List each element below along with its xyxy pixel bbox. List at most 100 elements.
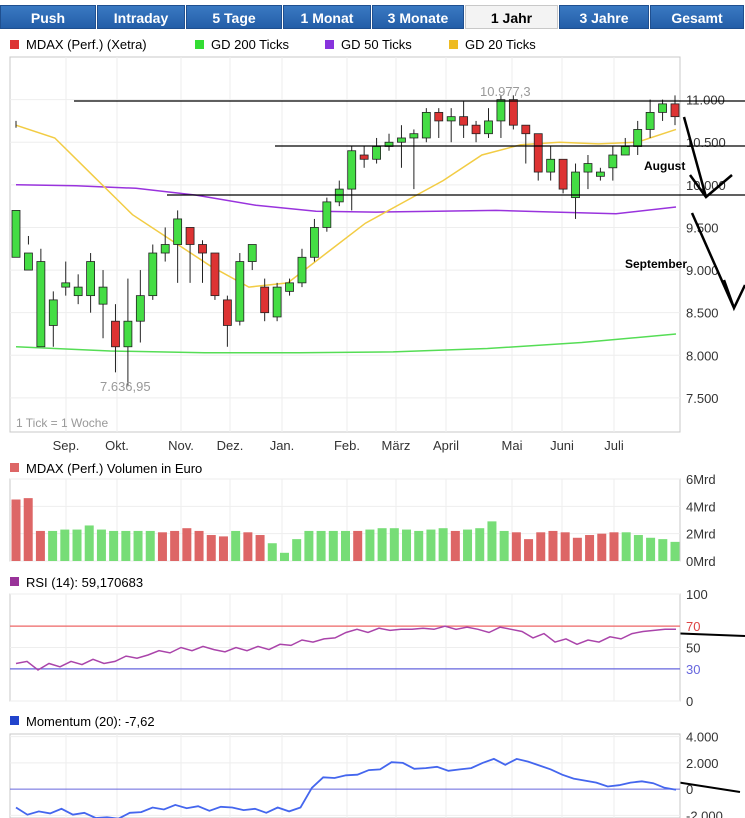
y-tick-label: 8.500 bbox=[686, 306, 719, 321]
volume-bar bbox=[133, 530, 143, 561]
candle-body bbox=[185, 227, 195, 245]
candle-body bbox=[222, 299, 232, 326]
volume-bar bbox=[316, 530, 326, 561]
candle-body bbox=[235, 261, 245, 322]
volume-bar bbox=[72, 529, 82, 561]
volume-bar bbox=[572, 537, 582, 561]
max-label: 10.977,3 bbox=[480, 84, 531, 99]
y-tick-label: 11.000 bbox=[686, 93, 725, 108]
volume-bar bbox=[463, 529, 473, 561]
volume-bar bbox=[670, 541, 680, 561]
volume-bar bbox=[304, 530, 314, 561]
volume-bar bbox=[170, 530, 180, 561]
rsi-title: RSI (14): 59,170683 bbox=[26, 575, 143, 590]
volume-bar bbox=[548, 530, 558, 561]
y-tick-label: 7.500 bbox=[686, 391, 719, 406]
volume-y-ticks: 6Mrd 4Mrd 2Mrd 0Mrd bbox=[686, 472, 716, 569]
candle-body bbox=[397, 137, 406, 143]
volume-bar bbox=[121, 530, 131, 561]
x-tick-label: Feb. bbox=[334, 438, 360, 453]
volume-bar bbox=[353, 530, 363, 561]
volume-bar bbox=[536, 532, 546, 561]
tab-3-monate[interactable]: 3 Monate bbox=[372, 5, 464, 29]
y-tick-label: 0 bbox=[686, 694, 693, 709]
volume-bar bbox=[524, 539, 534, 561]
volume-bar bbox=[218, 536, 228, 561]
x-tick-label: Jan. bbox=[270, 438, 295, 453]
tab-5-tage[interactable]: 5 Tage bbox=[186, 5, 282, 29]
tab-1-monat[interactable]: 1 Monat bbox=[283, 5, 371, 29]
candle-body bbox=[620, 146, 630, 156]
volume-bar bbox=[194, 530, 204, 561]
candle-body bbox=[247, 244, 257, 262]
momentum-line bbox=[15, 757, 677, 818]
volume-bar bbox=[609, 532, 619, 561]
y-tick-label: 4.000 bbox=[686, 730, 719, 745]
tab-push[interactable]: Push bbox=[0, 5, 96, 29]
volume-bar bbox=[487, 521, 497, 561]
candle-body bbox=[459, 116, 469, 126]
legend-swatch bbox=[325, 40, 334, 49]
volume-bar bbox=[658, 539, 668, 561]
candle-body bbox=[61, 282, 71, 288]
volume-bar bbox=[414, 530, 424, 561]
gd200-line bbox=[15, 333, 677, 354]
volume-bar bbox=[328, 530, 338, 561]
annotation-september: September bbox=[625, 257, 687, 271]
volume-bar bbox=[560, 532, 570, 561]
candle-body bbox=[11, 210, 21, 258]
candle-body bbox=[658, 103, 667, 113]
x-tick-label: Okt. bbox=[105, 438, 129, 453]
tab-3-jahre[interactable]: 3 Jahre bbox=[559, 5, 649, 29]
volume-bar bbox=[511, 532, 521, 561]
y-tick-label: 9.500 bbox=[686, 220, 719, 235]
candlesticks bbox=[11, 95, 680, 387]
volume-bar bbox=[279, 552, 289, 561]
candle-body bbox=[372, 146, 381, 160]
candle-body bbox=[409, 133, 419, 139]
candle-body bbox=[260, 286, 270, 314]
tab-1-jahr[interactable]: 1 Jahr bbox=[465, 5, 558, 29]
volume-bar bbox=[389, 528, 399, 561]
volume-bar bbox=[11, 499, 21, 561]
candle-body bbox=[421, 111, 431, 139]
price-y-ticks: 11.00010.50010.0009.5009.0008.5008.0007.… bbox=[686, 93, 726, 406]
y-tick-label: 30 bbox=[686, 662, 700, 677]
y-tick-label: 0 bbox=[686, 782, 693, 797]
y-tick-label: 9.000 bbox=[686, 263, 719, 278]
x-tick-label: Dez. bbox=[217, 438, 244, 453]
legend-label: GD 50 Ticks bbox=[341, 37, 412, 52]
x-tick-label: April bbox=[433, 438, 459, 453]
volume-title: MDAX (Perf.) Volumen in Euro bbox=[26, 461, 202, 476]
rsi-legend-swatch bbox=[10, 577, 19, 586]
tab-gesamt[interactable]: Gesamt bbox=[650, 5, 744, 29]
legend-label: GD 20 Ticks bbox=[465, 37, 536, 52]
candle-body bbox=[359, 154, 369, 160]
x-tick-label: Juli bbox=[604, 438, 624, 453]
candle-body bbox=[123, 320, 133, 348]
rsi-grid bbox=[10, 593, 680, 702]
volume-bar bbox=[450, 530, 460, 561]
volume-bar bbox=[621, 532, 631, 561]
legend-label: MDAX (Perf.) (Xetra) bbox=[26, 37, 147, 52]
candle-body bbox=[633, 129, 643, 147]
momentum-title: Momentum (20): -7,62 bbox=[26, 714, 155, 729]
volume-legend-swatch bbox=[10, 463, 19, 472]
legend-label: GD 200 Ticks bbox=[211, 37, 290, 52]
volume-bar bbox=[365, 529, 375, 561]
price-legend: MDAX (Perf.) (Xetra) GD 200 Ticks GD 50 Ti… bbox=[10, 37, 536, 52]
annotation-august: August bbox=[644, 159, 685, 173]
candle-body bbox=[583, 163, 593, 173]
price-x-ticks: Sep. Okt. Nov. Dez. Jan. Feb. März April Mai Juni… bbox=[53, 438, 624, 453]
candle-body bbox=[434, 111, 444, 122]
timeframe-tabs: Push Intraday 5 Tage 1 Monat 3 Monate 1 Jahr 3… bbox=[0, 5, 745, 31]
x-tick-label: Mai bbox=[502, 438, 523, 453]
momentum-y-ticks: 4.000 2.000 0 -2.000 bbox=[686, 730, 723, 818]
tab-intraday[interactable]: Intraday bbox=[97, 5, 185, 29]
candle-body bbox=[36, 261, 46, 348]
min-label: 7.636,95 bbox=[100, 379, 151, 394]
gd20-line bbox=[15, 124, 677, 288]
volume-bars bbox=[11, 498, 680, 561]
x-tick-label: Sep. bbox=[53, 438, 80, 453]
candle-body bbox=[198, 244, 207, 254]
